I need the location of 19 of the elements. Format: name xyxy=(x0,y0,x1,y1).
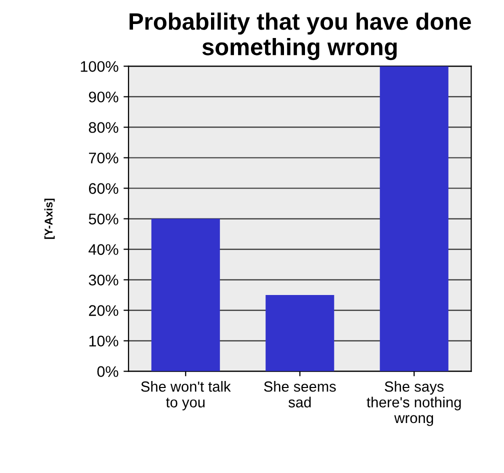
bar xyxy=(266,295,334,372)
chart-title: Probability that you have done something wrong xyxy=(130,12,471,60)
y-tick-label: 80% xyxy=(88,122,118,133)
y-tick-label: 20% xyxy=(88,305,118,316)
y-axis-title: [Y-Axis] xyxy=(44,198,55,239)
y-tick-label: 60% xyxy=(88,183,118,194)
y-tick-label: 50% xyxy=(88,214,118,224)
y-tick-label: 100% xyxy=(80,61,118,72)
y-tick-label: 90% xyxy=(88,92,118,102)
y-tick-label: 70% xyxy=(89,152,118,164)
x-tick-label: She says there's nothing wrong xyxy=(366,381,461,426)
bar xyxy=(151,218,220,372)
y-tick-label: 40% xyxy=(88,244,118,255)
x-tick-label: She won't talk to you xyxy=(141,381,231,410)
x-tick-label: She seems sad xyxy=(264,381,336,408)
y-tick-label: 0% xyxy=(97,366,118,377)
y-tick-label: 10% xyxy=(89,336,118,346)
bar xyxy=(380,66,448,372)
y-tick-label: 30% xyxy=(88,274,118,286)
